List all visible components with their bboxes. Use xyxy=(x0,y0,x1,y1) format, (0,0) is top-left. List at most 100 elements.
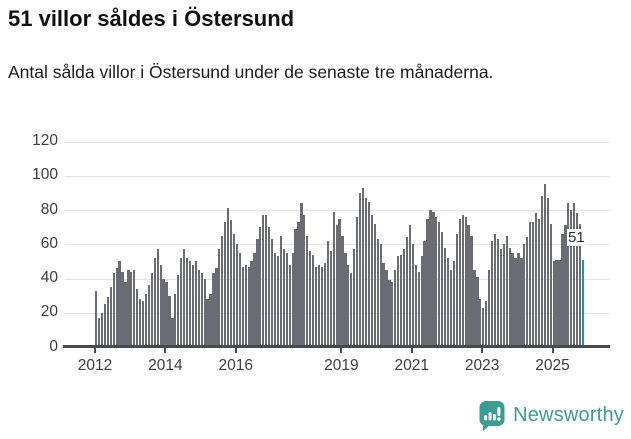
bar xyxy=(218,249,221,347)
bar xyxy=(130,271,133,347)
bar xyxy=(505,235,508,347)
bar xyxy=(106,297,109,347)
bar xyxy=(115,268,118,347)
bar xyxy=(288,264,291,347)
x-axis-tickmark xyxy=(410,347,413,353)
bar xyxy=(476,276,479,347)
bar xyxy=(276,256,280,347)
bar xyxy=(461,215,464,347)
bar xyxy=(382,263,385,347)
bar xyxy=(182,249,186,347)
bar xyxy=(238,252,241,347)
bar xyxy=(285,252,288,347)
bar xyxy=(578,223,582,347)
bar xyxy=(432,211,435,347)
bar xyxy=(573,203,576,347)
bar xyxy=(97,317,101,347)
bar xyxy=(508,247,511,347)
bar xyxy=(180,257,183,347)
bar xyxy=(356,216,359,347)
bar xyxy=(511,252,514,347)
x-axis-tickmark xyxy=(164,347,167,353)
bar xyxy=(370,215,373,347)
bar xyxy=(209,293,212,347)
bar xyxy=(282,249,285,347)
bar xyxy=(335,225,338,347)
x-axis-tickmark xyxy=(234,347,237,353)
newsworthy-logo-icon xyxy=(478,399,506,432)
bar xyxy=(438,222,441,347)
bar xyxy=(358,192,362,347)
x-axis-tick-label: 2016 xyxy=(218,357,254,374)
y-axis-tick-label: 40 xyxy=(40,269,58,287)
bar xyxy=(212,273,215,347)
gridline-120 xyxy=(65,141,610,143)
bar xyxy=(388,280,391,347)
bar xyxy=(191,264,195,347)
bar xyxy=(162,278,165,347)
bar xyxy=(367,201,371,347)
bar xyxy=(224,222,227,347)
x-axis-tick-label: 2023 xyxy=(464,357,500,374)
bar xyxy=(435,216,438,347)
newsworthy-logo[interactable]: Newsworthy xyxy=(478,399,624,432)
bar xyxy=(482,307,485,347)
bar xyxy=(517,252,520,347)
bar xyxy=(303,215,306,347)
bar xyxy=(526,237,529,347)
bar xyxy=(159,264,162,347)
y-axis-tick-label: 60 xyxy=(40,234,58,252)
bar xyxy=(226,208,230,347)
bar xyxy=(473,269,476,347)
bar xyxy=(449,269,453,347)
bar xyxy=(458,218,461,347)
bar xyxy=(326,240,329,347)
bar xyxy=(244,264,247,347)
bar xyxy=(520,257,523,347)
bar xyxy=(118,261,121,347)
bar xyxy=(147,285,151,347)
bar xyxy=(197,269,200,347)
bar xyxy=(332,211,335,347)
bar xyxy=(294,228,297,347)
x-axis-tick-label: 2014 xyxy=(148,357,183,374)
bar xyxy=(112,273,115,347)
bar xyxy=(420,256,423,347)
bar xyxy=(376,239,379,347)
bar xyxy=(235,244,239,347)
bar xyxy=(270,239,274,347)
bar xyxy=(546,198,549,347)
bar xyxy=(291,252,294,347)
bar xyxy=(309,251,312,347)
bar xyxy=(232,234,236,347)
bar xyxy=(537,218,541,347)
bar xyxy=(353,249,356,347)
bar xyxy=(347,264,350,347)
bar xyxy=(153,257,156,347)
bar xyxy=(502,244,505,347)
x-axis-tick-label: 2025 xyxy=(535,357,570,374)
bar xyxy=(194,261,197,347)
bar xyxy=(446,257,450,347)
y-axis-tick-label: 20 xyxy=(40,303,58,321)
bar xyxy=(279,235,283,347)
bar xyxy=(168,295,171,347)
bar xyxy=(273,252,277,347)
x-axis-line xyxy=(63,345,610,348)
bar xyxy=(405,237,409,347)
bar xyxy=(532,222,535,347)
bar xyxy=(514,257,517,347)
x-axis-tick-label: 2019 xyxy=(324,357,359,374)
bar xyxy=(171,317,174,347)
bar xyxy=(394,269,397,347)
newsworthy-logo-text: Newsworthy xyxy=(513,404,624,426)
bar xyxy=(570,210,573,347)
x-axis-tickmark xyxy=(551,347,554,353)
bar xyxy=(576,213,579,347)
bar xyxy=(253,252,256,347)
bar xyxy=(136,288,139,347)
bar xyxy=(265,215,268,347)
bar xyxy=(488,269,491,347)
bar xyxy=(174,293,177,347)
